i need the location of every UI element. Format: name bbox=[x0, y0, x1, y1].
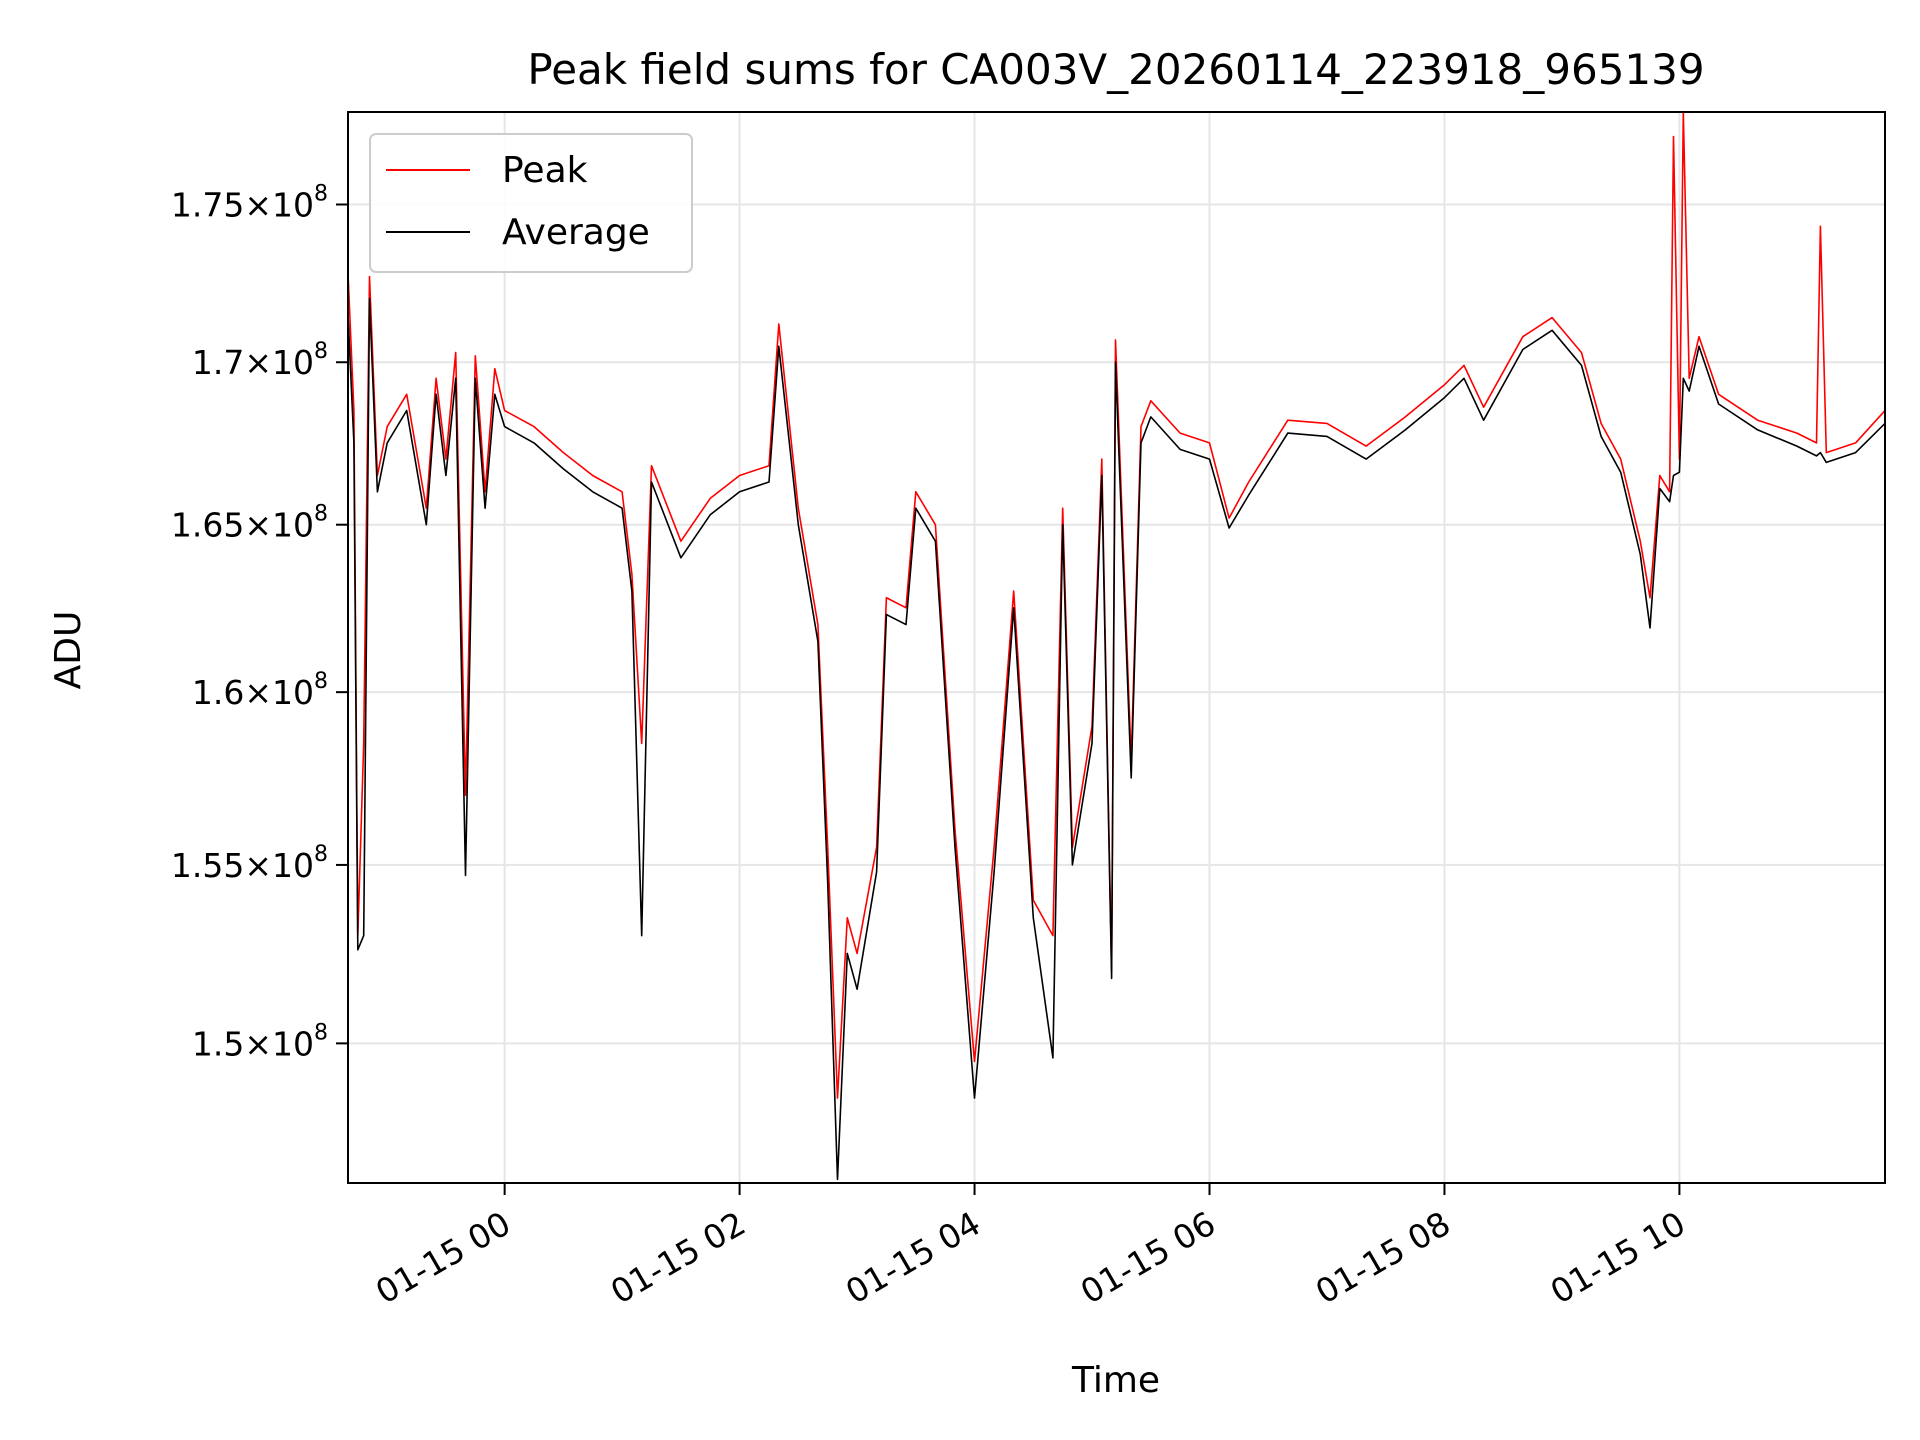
y-tick-label: 1.6×108 bbox=[192, 669, 328, 712]
legend-label-peak: Peak bbox=[502, 150, 588, 191]
y-tick-label: 1.7×108 bbox=[192, 339, 328, 382]
y-axis-label: ADU bbox=[48, 611, 89, 690]
series-line-average bbox=[348, 297, 1885, 1181]
chart-title: Peak field sums for CA003V_20260114_2239… bbox=[527, 45, 1704, 94]
y-tick-label: 1.65×108 bbox=[171, 502, 328, 545]
legend-box bbox=[369, 133, 693, 273]
series-layer bbox=[348, 112, 1885, 1181]
y-tick-label: 1.5×108 bbox=[192, 1020, 328, 1063]
legend-label-average: Average bbox=[502, 212, 650, 253]
series-line-peak bbox=[348, 112, 1885, 1099]
y-axis: 1.5×108 1.55×108 1.6×108 1.65×108 1.7×108 1.7… bbox=[171, 181, 348, 1063]
x-axis-label: Time bbox=[1071, 1360, 1160, 1401]
plot-frame bbox=[347, 111, 1886, 1184]
y-tick-label: 1.75×108 bbox=[171, 181, 328, 224]
y-tick-label: 1.55×108 bbox=[171, 842, 328, 885]
legend: Peak Average bbox=[369, 133, 693, 273]
